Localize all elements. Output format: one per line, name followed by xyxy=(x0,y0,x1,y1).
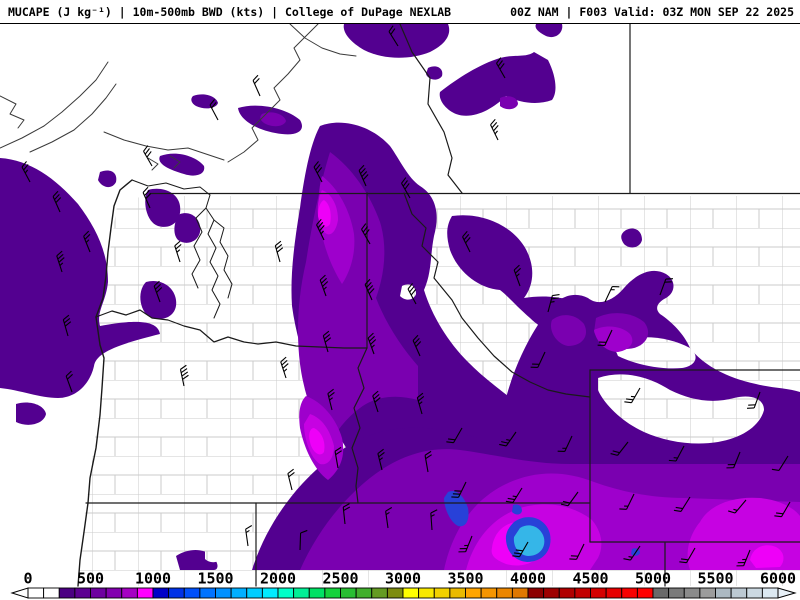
wind-barb-icon xyxy=(530,351,546,368)
wind-barb-icon xyxy=(668,445,685,462)
wind-barb-icon xyxy=(726,451,741,469)
wind-barb-icon xyxy=(736,549,751,567)
wind-barb-icon xyxy=(153,280,163,303)
wind-barb-icon xyxy=(623,545,641,561)
colorbar-tick-label: 3000 xyxy=(385,570,421,588)
wind-barb-icon xyxy=(746,391,761,409)
wind-barb-icon xyxy=(401,177,411,199)
wind-barb-icon xyxy=(364,278,375,301)
colorbar-tick-label: 6000 xyxy=(760,570,796,588)
wind-barb-icon xyxy=(21,161,31,183)
wind-barb-icon xyxy=(299,529,308,551)
wind-barb-icon xyxy=(327,388,335,411)
colorbar-tick-label: 4500 xyxy=(572,570,608,588)
model-run-info: 00Z NAM | F003 Valid: 03Z MON SEP 22 202… xyxy=(510,4,794,19)
wind-barb-icon xyxy=(322,330,332,353)
wind-barb-icon xyxy=(367,332,377,355)
colorbar-tick-label: 2500 xyxy=(322,570,358,588)
wind-barb-icon xyxy=(388,25,399,47)
wind-barb-icon xyxy=(377,448,385,471)
colorbar-tick-label: 2000 xyxy=(260,570,296,588)
colorbar-overflow-arrow-icon xyxy=(777,587,797,599)
wind-barb-icon xyxy=(424,450,432,473)
wind-barb-icon xyxy=(280,356,289,379)
wind-barb-icon xyxy=(557,435,573,452)
wind-barb-icon xyxy=(313,161,323,183)
wind-barb-icon xyxy=(209,99,219,121)
wind-barb-icon xyxy=(513,264,521,287)
wind-barb-icon xyxy=(659,278,674,296)
wind-barb-icon xyxy=(604,286,620,303)
wind-barbs-layer xyxy=(21,25,791,567)
wind-barb-icon xyxy=(174,240,182,263)
product-title: MUCAPE (J kg⁻¹) | 10m-500mb BWD (kts) | … xyxy=(8,4,452,19)
colorbar-tick-label: 3500 xyxy=(447,570,483,588)
wind-barb-icon xyxy=(505,487,523,503)
wind-barb-icon xyxy=(624,387,641,404)
wind-barb-icon xyxy=(143,145,153,167)
colorbar-tick-label: 5000 xyxy=(635,570,671,588)
wind-barb-icon xyxy=(245,525,253,547)
wind-barb-icon xyxy=(412,334,422,357)
colorbar-tick-label: 1500 xyxy=(197,570,233,588)
wind-barb-icon xyxy=(274,240,284,263)
wind-barb-icon xyxy=(62,314,72,337)
wind-barb-icon xyxy=(619,493,635,510)
wind-barb-icon xyxy=(372,390,381,413)
wind-barb-icon xyxy=(385,507,393,529)
wind-barb-icon xyxy=(56,250,65,273)
wind-barb-icon xyxy=(771,455,789,471)
wind-barb-icon xyxy=(316,218,325,241)
wind-barb-icon xyxy=(416,392,425,415)
contour-fill-layer xyxy=(0,24,800,570)
contour-level-2500 xyxy=(513,525,545,556)
wind-barb-icon xyxy=(560,491,579,507)
state-borders xyxy=(0,24,800,587)
wind-barb-icon xyxy=(319,274,329,297)
wind-barb-icon xyxy=(451,481,467,498)
wind-barb-icon xyxy=(65,370,73,393)
colorbar-tick-label: 5500 xyxy=(697,570,733,588)
colorbar-cells xyxy=(27,587,779,599)
wind-barb-icon xyxy=(342,503,351,525)
wind-barb-icon xyxy=(569,543,585,560)
chart-header: MUCAPE (J kg⁻¹) | 10m-500mb BWD (kts) | … xyxy=(0,0,800,24)
colorbar-tick-label: 0 xyxy=(23,570,32,588)
wind-barb-icon xyxy=(430,509,438,531)
wind-barb-icon xyxy=(547,294,560,313)
wind-barb-icon xyxy=(774,501,791,518)
wind-barb-icon xyxy=(334,446,342,469)
wind-barb-icon xyxy=(458,535,473,553)
colorbar-labels: 0 500 1000 1500 2000 2500 3000 3500 4000 4500 5000… xyxy=(23,570,796,588)
wind-barb-icon xyxy=(358,164,369,187)
wind-barb-icon xyxy=(446,427,463,444)
forecast-map: 0 500 1000 1500 2000 2500 3000 3500 4000 4500 5000… xyxy=(0,24,800,600)
wind-barb-icon xyxy=(490,118,499,141)
colorbar-tick-label: 500 xyxy=(77,570,104,588)
wind-barb-icon xyxy=(728,499,747,514)
wind-barb-icon xyxy=(610,441,629,456)
wind-barb-icon xyxy=(496,57,506,79)
colorbar-underflow-arrow-icon xyxy=(10,587,29,599)
wind-barb-icon xyxy=(597,329,613,346)
wind-barb-icon xyxy=(52,190,62,213)
colorbar-tick-label: 4000 xyxy=(510,570,546,588)
wind-barb-icon xyxy=(679,547,696,564)
colorbar: 0 500 1000 1500 2000 2500 3000 3500 4000 4500 5000… xyxy=(10,570,797,599)
wind-barb-icon xyxy=(512,541,529,558)
wind-barb-icon xyxy=(407,283,417,305)
wind-barb-icon xyxy=(179,364,189,387)
wind-barb-icon xyxy=(83,230,91,253)
wind-barb-icon xyxy=(142,186,152,209)
wind-barb-icon xyxy=(499,431,517,447)
wind-barb-icon xyxy=(673,496,691,512)
wind-barb-icon xyxy=(287,468,295,491)
wind-barb-icon xyxy=(361,223,371,245)
wind-barb-icon xyxy=(252,74,261,97)
wind-barb-icon xyxy=(462,230,471,253)
colorbar-tick-label: 1000 xyxy=(135,570,171,588)
